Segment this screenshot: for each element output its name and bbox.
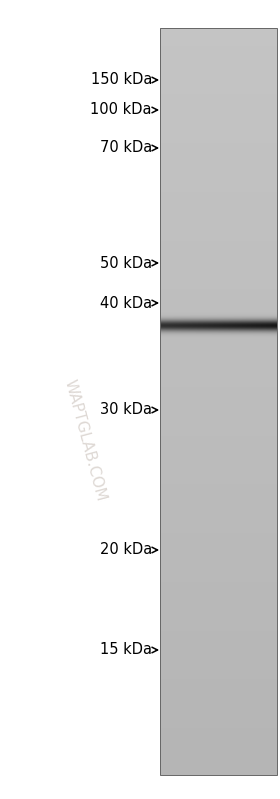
- Text: WAPTGLAB.COM: WAPTGLAB.COM: [62, 377, 108, 503]
- Text: 100 kDa: 100 kDa: [90, 102, 152, 117]
- Text: 70 kDa: 70 kDa: [100, 141, 152, 156]
- Text: 15 kDa: 15 kDa: [100, 642, 152, 658]
- Text: 20 kDa: 20 kDa: [100, 543, 152, 558]
- Bar: [160, 28, 277, 775]
- Text: 40 kDa: 40 kDa: [100, 296, 152, 311]
- Text: 150 kDa: 150 kDa: [91, 73, 152, 88]
- Text: 30 kDa: 30 kDa: [100, 403, 152, 418]
- Text: 50 kDa: 50 kDa: [100, 256, 152, 271]
